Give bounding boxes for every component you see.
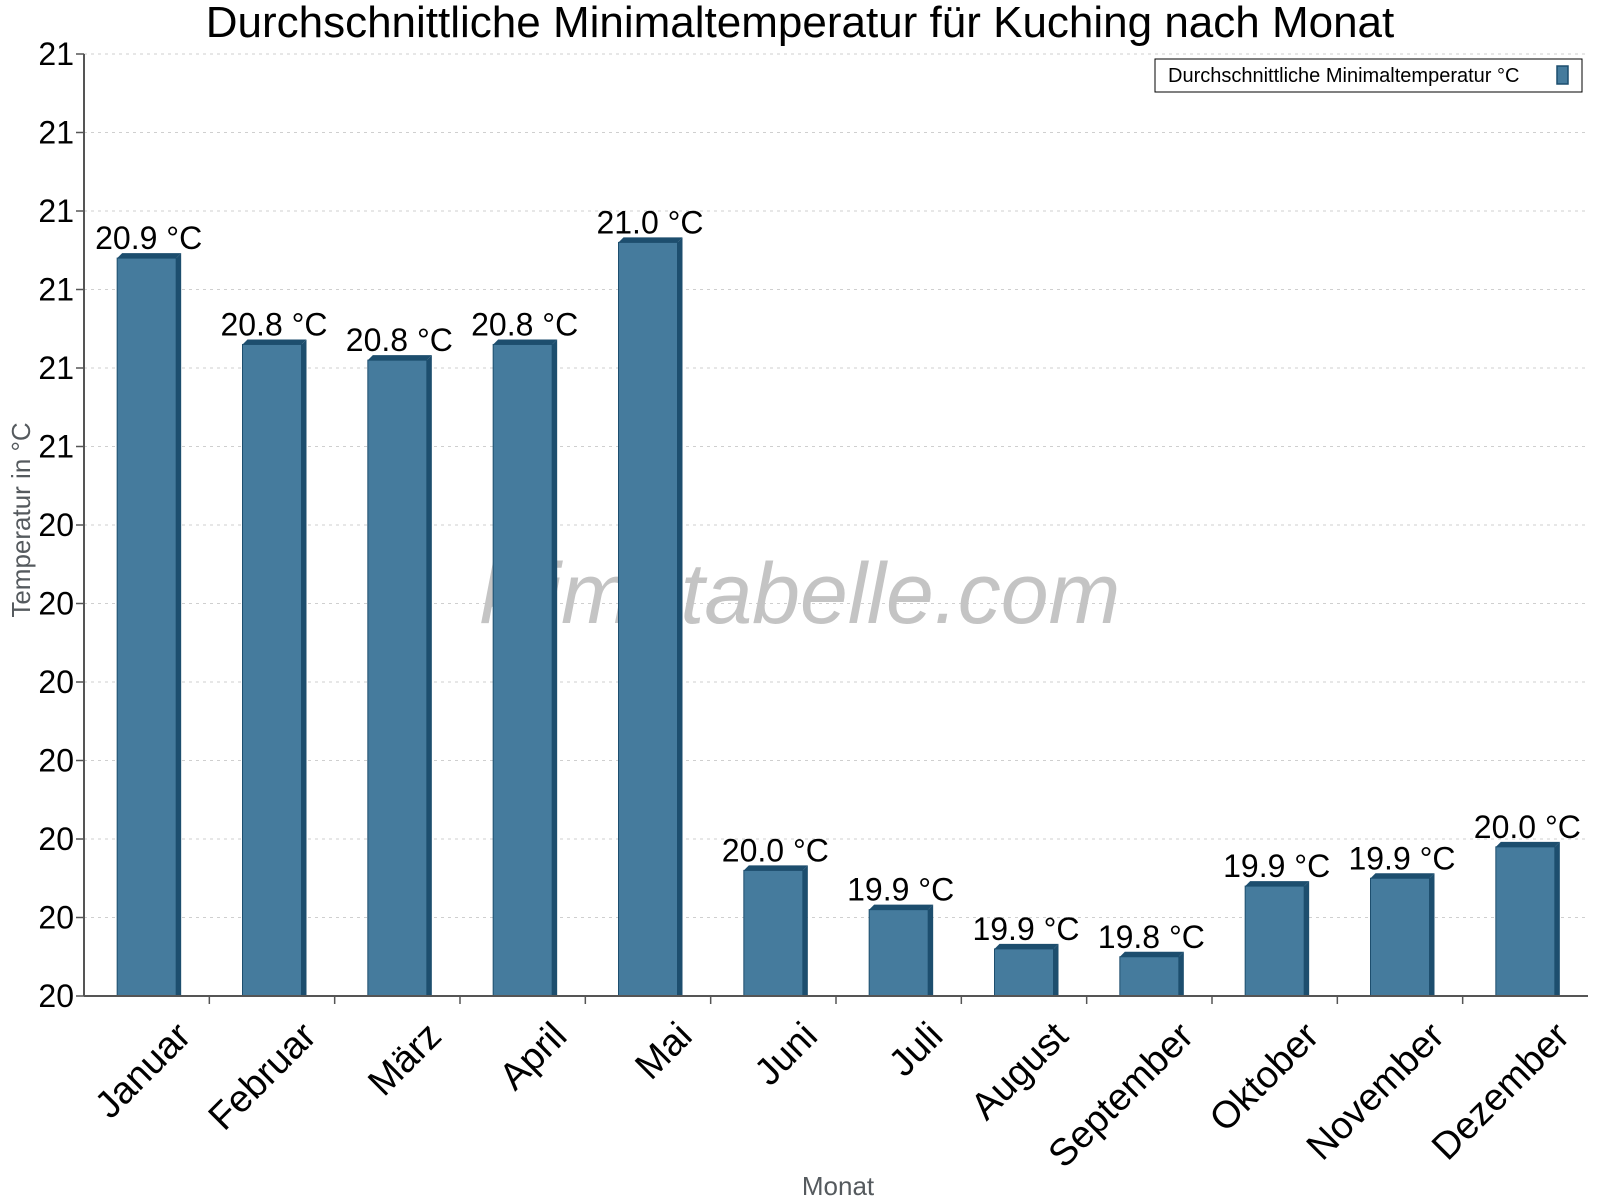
data-label: 20.8 °C xyxy=(471,306,578,342)
bar-top xyxy=(1245,881,1310,887)
bar xyxy=(994,948,1054,997)
y-tick-label: 20 xyxy=(38,586,74,622)
bar xyxy=(743,869,804,997)
data-label: 20.0 °C xyxy=(722,832,829,868)
bar-top xyxy=(1495,841,1560,847)
bar-top xyxy=(994,943,1059,949)
data-labels: 20.9 °C 20.8 °C 20.8 °C 20.8 °C 21.0 °C 20.0 … xyxy=(95,204,1581,954)
bar xyxy=(116,257,177,997)
bar xyxy=(1495,846,1556,997)
bar-top xyxy=(117,253,182,259)
data-label: 19.8 °C xyxy=(1098,919,1205,955)
bar-juni xyxy=(743,865,808,997)
bar-top xyxy=(493,339,558,345)
bar xyxy=(367,359,428,997)
bar xyxy=(618,241,678,997)
y-tick-label: 20 xyxy=(38,743,74,779)
bar-januar xyxy=(116,253,182,997)
data-label: 19.9 °C xyxy=(1348,840,1455,876)
legend-swatch xyxy=(1556,65,1569,85)
bar-m-rz xyxy=(367,355,432,997)
bar-side xyxy=(426,355,432,996)
y-tick-label: 20 xyxy=(38,900,74,936)
bar xyxy=(1244,885,1305,997)
bar xyxy=(868,909,929,997)
legend: Durchschnittliche Minimaltemperatur °C xyxy=(1154,58,1583,93)
bar-side xyxy=(802,865,808,996)
bar-november xyxy=(1370,873,1435,997)
legend-box xyxy=(1154,58,1583,93)
bar xyxy=(242,343,302,997)
bar-top xyxy=(869,904,934,910)
bar-februar xyxy=(242,339,307,997)
y-tick-labels: 20 20 20 20 20 20 20 21 21 21 21 21 21 xyxy=(38,36,84,1014)
y-tick-label: 20 xyxy=(38,664,74,700)
bar-september xyxy=(1119,951,1184,997)
bar-side xyxy=(301,339,307,996)
data-label: 20.8 °C xyxy=(220,306,327,342)
bar-side xyxy=(176,253,182,997)
bar-side xyxy=(1304,881,1310,996)
bars xyxy=(116,237,1560,997)
chart-title: Durchschnittliche Minimaltemperatur für … xyxy=(206,0,1395,47)
gridlines xyxy=(84,53,1588,918)
bar-side xyxy=(928,904,934,996)
bar xyxy=(492,343,553,997)
bar-side xyxy=(1053,943,1059,996)
bar-dezember xyxy=(1495,841,1560,997)
bar xyxy=(1119,956,1180,997)
data-label: 19.9 °C xyxy=(847,872,954,908)
bar-top xyxy=(1370,873,1435,879)
legend-label: Durchschnittliche Minimaltemperatur °C xyxy=(1168,65,1519,87)
bar-side xyxy=(677,237,683,996)
data-label: 20.0 °C xyxy=(1474,809,1581,845)
bar-top xyxy=(367,355,432,361)
bar-side xyxy=(1429,873,1435,996)
bar-mai xyxy=(618,237,683,997)
bar-top xyxy=(743,865,808,871)
data-label: 20.8 °C xyxy=(346,322,453,358)
data-label: 20.9 °C xyxy=(95,220,202,256)
bar-april xyxy=(492,339,558,997)
bar-side xyxy=(1178,951,1184,996)
y-tick-label: 21 xyxy=(38,193,74,229)
bar-side xyxy=(1554,841,1560,996)
bar-side xyxy=(552,339,558,996)
data-label: 19.9 °C xyxy=(1223,848,1330,884)
y-tick-label: 21 xyxy=(38,115,74,151)
bar-august xyxy=(994,943,1059,997)
data-label: 21.0 °C xyxy=(596,204,703,240)
y-axis-title: Temperatur in °C xyxy=(6,422,36,617)
y-tick-label: 21 xyxy=(38,36,74,72)
bar xyxy=(1370,877,1430,997)
y-tick-label: 21 xyxy=(38,429,74,465)
bar-top xyxy=(1119,951,1184,957)
y-tick-label: 21 xyxy=(38,350,74,386)
bar-top xyxy=(618,237,683,243)
bar-oktober xyxy=(1244,881,1310,997)
y-tick-label: 20 xyxy=(38,978,74,1014)
data-label: 19.9 °C xyxy=(972,911,1079,947)
x-axis-title: Monat xyxy=(802,1171,875,1200)
bar-top xyxy=(242,339,307,345)
bar-juli xyxy=(868,904,934,997)
watermark: klimatabelle.com xyxy=(480,546,1120,642)
y-tick-label: 20 xyxy=(38,507,74,543)
y-tick-label: 20 xyxy=(38,821,74,857)
y-tick-label: 21 xyxy=(38,272,74,308)
